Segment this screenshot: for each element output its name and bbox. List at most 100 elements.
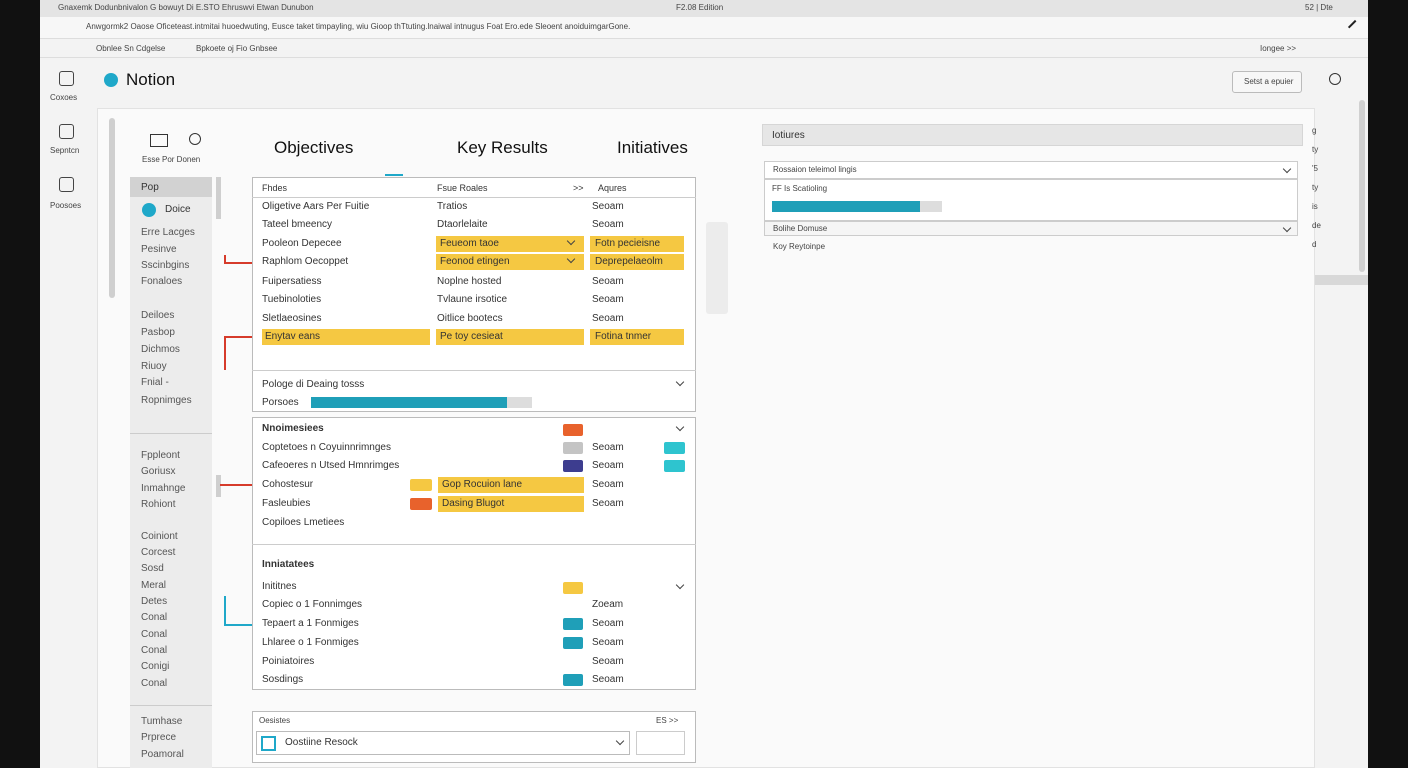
sidebar-item[interactable]: Inmahnge: [141, 483, 186, 494]
highlight: [438, 477, 584, 493]
sidebar-item[interactable]: Riuoy: [141, 361, 167, 372]
milestone-status: Seoam: [592, 498, 624, 509]
right-select2-text[interactable]: Bolihe Domuse: [773, 224, 828, 233]
search-icon: [1329, 73, 1341, 85]
milestone-name: Coptetoes n Coyuinnrimnges: [262, 442, 391, 453]
column-heading: Objectives: [274, 138, 354, 157]
sidebar-item[interactable]: Goriusx: [141, 466, 176, 477]
initiatives-heading: Inniatatees: [262, 559, 315, 570]
sidebar-item[interactable]: Corcest: [141, 547, 176, 558]
sidebar-item[interactable]: Meral: [141, 580, 167, 591]
sidebar-item[interactable]: Conal: [141, 612, 168, 623]
sidebar-bg: [130, 177, 212, 768]
rail-icon: [59, 124, 74, 139]
sidebar-item[interactable]: Sosd: [141, 563, 164, 574]
rail-label: Coxoes: [50, 93, 78, 102]
side-toolbar: [706, 222, 728, 314]
table-cell: Fotina tnmer: [595, 331, 652, 342]
sidebar-item[interactable]: Pasbop: [141, 327, 175, 338]
address-url[interactable]: Anwgormk2 Oaose Oficeteast.intmitai huoe…: [86, 22, 631, 31]
sidebar-active[interactable]: Doice: [165, 204, 191, 215]
sidebar-item[interactable]: Pesinve: [141, 244, 177, 255]
initiative-name: Sosdings: [262, 674, 304, 685]
sidebar-item[interactable]: Rohiont: [141, 499, 176, 510]
swatch: [410, 479, 432, 491]
sidebar-item[interactable]: Conal: [141, 645, 168, 656]
column-heading: Initiatives: [617, 138, 688, 157]
scrollbar: [109, 118, 115, 298]
right-box: [764, 179, 1298, 221]
right-sub: FF Is Scatioling: [772, 184, 828, 193]
swatch: [563, 460, 583, 472]
right-fill: [772, 201, 920, 212]
active-dot: [142, 203, 156, 217]
progress-fill: [311, 397, 507, 408]
sidebar-item[interactable]: Poamoral: [141, 749, 184, 760]
system-right: 52 | Dte: [1305, 3, 1333, 12]
table-cell: Tateel bmeency: [262, 219, 333, 230]
sidebar-item[interactable]: Tumhase: [141, 716, 183, 727]
initiative-status: Seoam: [592, 637, 624, 648]
right-header: [762, 124, 1303, 146]
bookmark[interactable]: Bpkoete oj Fio Gnbsee: [196, 44, 278, 53]
table-cell: Feueom taoe: [440, 238, 499, 249]
milestone-name: Copiloes Lmetiees: [262, 517, 345, 528]
table-cell: Seoam: [592, 219, 624, 230]
initiative-status: Zoeam: [592, 599, 624, 610]
swatch: [563, 442, 583, 454]
right-select2: [764, 221, 1298, 236]
sidebar-item[interactable]: Conigi: [141, 661, 170, 672]
chat-icon: [189, 133, 201, 145]
table-cell: Raphlom Oecoppet: [262, 256, 349, 267]
right-select-text[interactable]: Rossaion teleimol lingis: [773, 165, 857, 174]
table-cell: Noplne hosted: [437, 276, 502, 287]
initiative-status: Seoam: [592, 618, 624, 629]
column-heading: Key Results: [457, 138, 548, 157]
title-swatch: [563, 424, 583, 436]
system-left: Gnaxemk Dodunbnivalon G bowuyt Di E.STO …: [58, 3, 314, 12]
milestone-status: Seoam: [592, 479, 624, 490]
table-cell: Seoam: [592, 201, 624, 212]
initiative-name: Tepaert a 1 Fonmiges: [262, 618, 359, 629]
milestone-name: Cafeoeres n Utsed Hmnrimges: [262, 460, 400, 471]
sidebar-item[interactable]: Conal: [141, 629, 168, 640]
initiative-status: Seoam: [592, 674, 624, 685]
sidebar-item[interactable]: Conal: [141, 678, 168, 689]
sidebar-item[interactable]: Fonaloes: [141, 276, 183, 287]
milestone-table: [252, 417, 696, 690]
table-cell: Tuebinoloties: [262, 294, 322, 305]
bookmark[interactable]: Obnlee Sn Cdgelse: [96, 44, 166, 53]
select-text[interactable]: Oostiine Resock: [285, 737, 358, 748]
sidebar-item[interactable]: Erre Lacges: [141, 227, 195, 238]
sidebar-item[interactable]: Coiniont: [141, 531, 178, 542]
sidebar-item[interactable]: Detes: [141, 596, 168, 607]
select: [256, 731, 630, 755]
sidebar-item[interactable]: Ropnimges: [141, 395, 192, 406]
sidebar-item[interactable]: Deiloes: [141, 310, 175, 321]
progress-title: Pologe di Deaing tosss: [262, 379, 365, 390]
edge-text: de: [1312, 221, 1321, 230]
sidebar-item[interactable]: Fppleont: [141, 450, 180, 461]
milestone-status: Seoam: [592, 442, 624, 453]
sidebar-selected[interactable]: Pop: [141, 182, 159, 193]
sidebar-item[interactable]: Sscinbgins: [141, 260, 190, 271]
bookmarks-right: Iongee >>: [1260, 44, 1297, 53]
initiatives-title: Inititnes: [262, 581, 297, 592]
progress-label: Porsoes: [262, 397, 299, 408]
sidebar-item[interactable]: Prprece: [141, 732, 177, 743]
swatch: [563, 674, 583, 686]
rail-icon: [59, 177, 74, 192]
select-icon: [261, 736, 276, 751]
table-cell: Tvlaune irsotice: [437, 294, 508, 305]
sidebar-item[interactable]: Dichmos: [141, 344, 180, 355]
right-select: [764, 161, 1298, 179]
table-cell: Seoam: [592, 276, 624, 287]
action-label[interactable]: Setst a epuier: [1244, 77, 1294, 86]
table-cell: Dtaorlelaite: [437, 219, 488, 230]
highlight: [590, 236, 684, 252]
bottom-label: Oesistes: [259, 716, 291, 725]
highlight: [436, 236, 584, 252]
milestone-status: Seoam: [592, 460, 624, 471]
sidebar-item[interactable]: Fnial -: [141, 377, 169, 388]
